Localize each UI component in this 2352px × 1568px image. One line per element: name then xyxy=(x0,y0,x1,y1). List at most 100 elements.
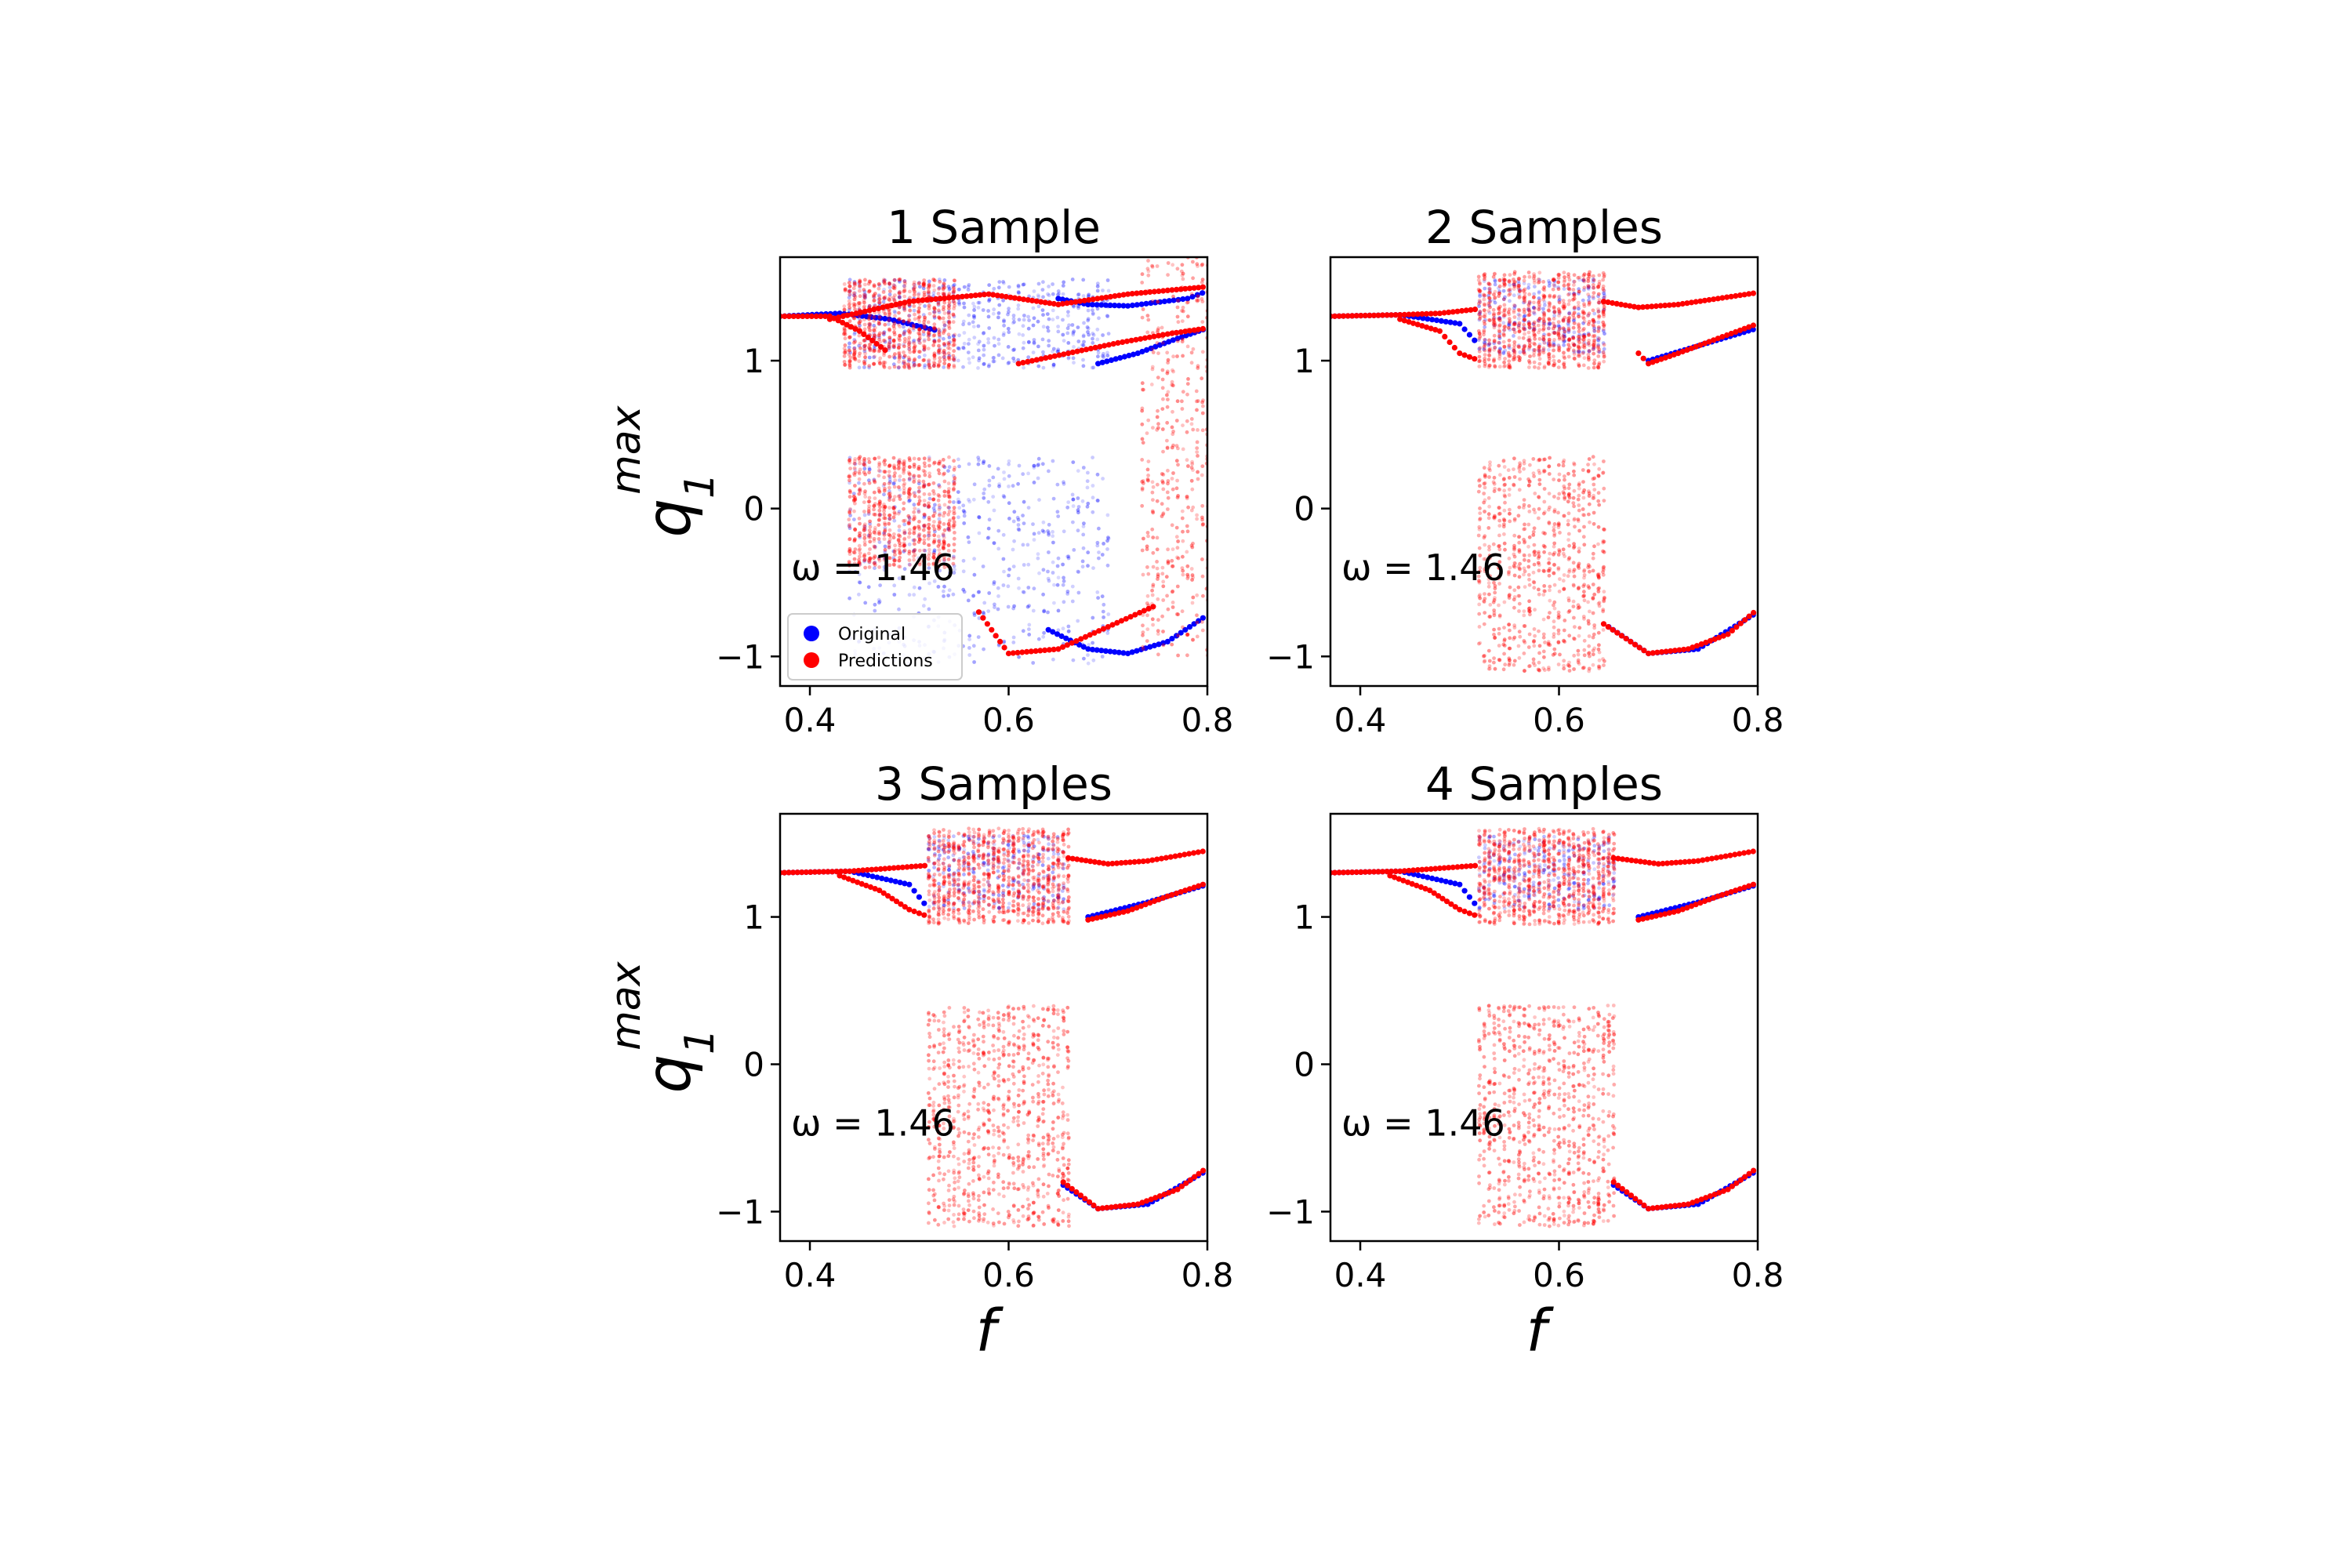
chaotic-point xyxy=(987,299,991,303)
chaotic-point xyxy=(907,488,911,492)
chaotic-point xyxy=(882,290,886,294)
chaotic-point xyxy=(1041,529,1045,533)
chaotic-point xyxy=(1597,586,1601,590)
chaotic-point xyxy=(977,590,981,594)
chaotic-point xyxy=(883,513,887,517)
chaotic-point xyxy=(1106,278,1110,282)
chaotic-point xyxy=(996,594,1000,598)
chaotic-point xyxy=(937,303,941,307)
chaotic-point xyxy=(1558,653,1562,657)
chaotic-point xyxy=(1566,292,1570,296)
chaotic-point xyxy=(1526,286,1530,290)
chaotic-point xyxy=(1531,457,1535,461)
chaotic-point xyxy=(942,355,946,359)
branch-point xyxy=(1457,350,1462,356)
chaotic-point xyxy=(1017,303,1021,307)
chaotic-point xyxy=(971,302,975,306)
chaotic-point xyxy=(1577,354,1581,358)
chaotic-point xyxy=(873,504,877,508)
branch-point xyxy=(1635,350,1641,356)
chaotic-point xyxy=(1553,522,1557,526)
chaotic-point xyxy=(877,297,881,301)
chaotic-point xyxy=(1007,605,1011,609)
chaotic-point xyxy=(1556,511,1560,515)
chaotic-point xyxy=(917,355,921,359)
chaotic-point xyxy=(1165,575,1169,579)
chaotic-point xyxy=(1155,560,1159,564)
chaotic-point xyxy=(1190,350,1194,354)
chaotic-point xyxy=(977,349,981,353)
chaotic-point xyxy=(1488,460,1492,464)
chaotic-point xyxy=(1507,310,1511,314)
chaotic-point xyxy=(1596,307,1600,311)
chaotic-point xyxy=(1478,625,1482,629)
chaotic-point xyxy=(1533,285,1537,289)
chaotic-point xyxy=(933,326,937,330)
chaotic-point xyxy=(942,361,946,365)
chaotic-point xyxy=(1503,501,1507,505)
chaotic-point xyxy=(1508,512,1512,516)
chaotic-point xyxy=(857,359,861,363)
chaotic-point xyxy=(1592,477,1596,481)
chaotic-point xyxy=(996,586,1000,590)
chaotic-point xyxy=(1557,333,1561,337)
chaotic-point xyxy=(902,507,906,511)
chaotic-point xyxy=(892,474,896,478)
chaotic-point xyxy=(1508,586,1512,590)
chaotic-point xyxy=(1156,536,1160,540)
chaotic-point xyxy=(1022,500,1026,504)
chaotic-point xyxy=(883,323,887,327)
chaotic-point xyxy=(1042,568,1046,572)
chaotic-point xyxy=(1200,401,1204,405)
chaotic-point xyxy=(1537,362,1541,366)
chaotic-point xyxy=(1041,295,1045,299)
chaotic-point xyxy=(988,464,992,468)
chaotic-point xyxy=(1497,464,1501,468)
chaotic-point xyxy=(923,492,927,496)
chaotic-point xyxy=(1597,337,1601,341)
chaotic-point xyxy=(927,608,931,612)
chaotic-point xyxy=(1548,456,1552,460)
chaotic-point xyxy=(1548,281,1552,285)
chaotic-point xyxy=(1477,275,1481,279)
chaotic-point xyxy=(1503,644,1507,648)
chaotic-point xyxy=(942,490,946,494)
chaotic-point xyxy=(1097,550,1101,554)
chaotic-point xyxy=(888,495,892,499)
chaotic-point xyxy=(862,299,866,303)
chaotic-point xyxy=(1051,658,1055,662)
chaotic-point xyxy=(1086,505,1090,509)
chaotic-point xyxy=(1503,314,1507,318)
chaotic-point xyxy=(1562,326,1566,330)
chaotic-point xyxy=(1508,557,1512,561)
chaotic-point xyxy=(887,474,891,477)
chaotic-point xyxy=(1493,596,1497,600)
chaotic-point xyxy=(1200,620,1204,624)
chaotic-point xyxy=(897,365,901,369)
chaotic-point xyxy=(1572,349,1576,353)
chaotic-point xyxy=(1497,632,1501,636)
chaotic-point xyxy=(1542,584,1546,588)
chaotic-point xyxy=(898,528,902,532)
chaotic-point xyxy=(1033,338,1036,342)
chaotic-point xyxy=(853,537,857,541)
chaotic-point xyxy=(1011,484,1015,488)
chaotic-point xyxy=(887,322,891,326)
chaotic-point xyxy=(937,527,941,531)
chaotic-point xyxy=(1602,305,1606,309)
chaotic-point xyxy=(1522,528,1526,532)
chaotic-point xyxy=(877,282,881,286)
chaotic-point xyxy=(1021,472,1025,476)
chaotic-point xyxy=(1151,593,1155,597)
chaotic-point xyxy=(992,356,996,360)
chaotic-point xyxy=(868,304,872,308)
chaotic-point xyxy=(957,288,961,292)
chaotic-point xyxy=(1488,615,1492,619)
chaotic-point xyxy=(1041,313,1045,317)
panel-title: 1 Sample xyxy=(887,201,1101,254)
chaotic-point xyxy=(1186,377,1190,381)
chaotic-point xyxy=(1022,282,1026,286)
chaotic-point xyxy=(853,527,857,531)
chaotic-point xyxy=(1042,521,1046,524)
chaotic-point xyxy=(953,531,956,535)
